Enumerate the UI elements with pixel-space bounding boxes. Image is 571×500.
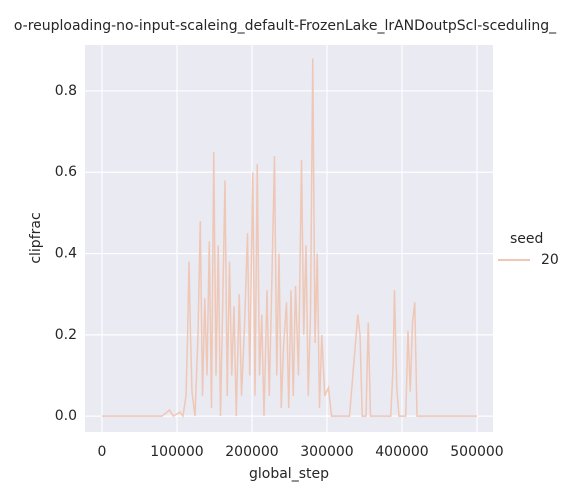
x-tick-label: 500000 (450, 444, 503, 460)
chart-title: o-reuploading-no-input-scaleing_default-… (14, 18, 557, 34)
y-tick-label: 0.6 (55, 164, 77, 180)
y-axis-label: clipfrac (28, 212, 44, 263)
x-tick-label: 400000 (375, 444, 428, 460)
legend-title: seed (510, 231, 543, 247)
x-tick-label: 200000 (225, 444, 278, 460)
x-tick-label: 300000 (300, 444, 353, 460)
y-tick-label: 0.0 (55, 408, 77, 424)
y-tick-label: 0.2 (55, 327, 77, 343)
legend-label: 20 (541, 252, 559, 268)
line (102, 58, 477, 419)
x-axis-label: global_step (249, 466, 329, 482)
x-tick-label: 0 (98, 444, 107, 460)
x-tick-label: 100000 (150, 444, 203, 460)
y-tick-label: 0.4 (55, 246, 77, 262)
y-tick-label: 0.8 (55, 83, 77, 99)
